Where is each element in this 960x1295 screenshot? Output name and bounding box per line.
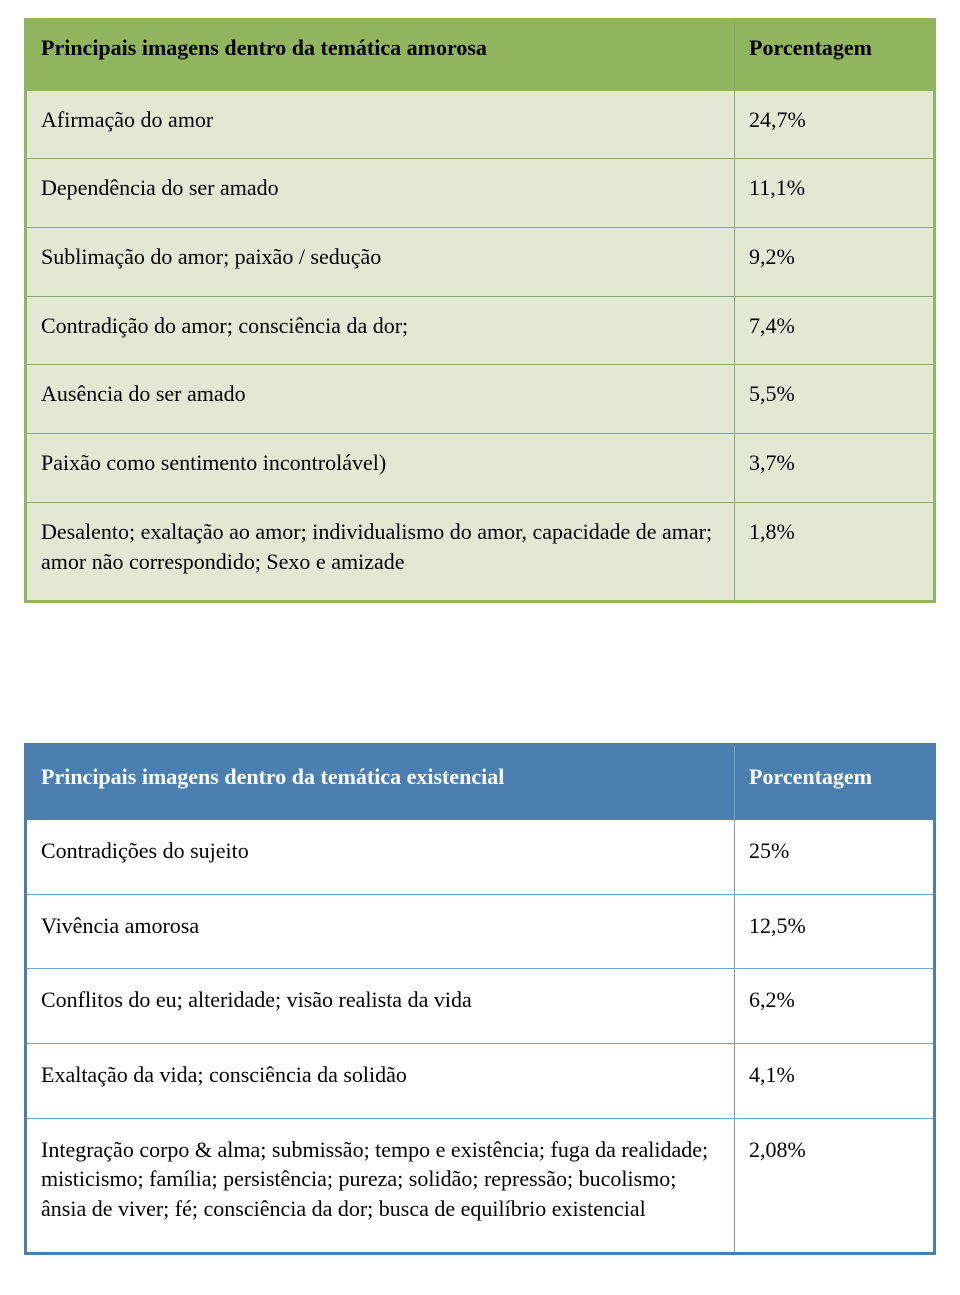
table-row: Contradição do amor; consciência da dor;…: [26, 296, 935, 365]
row-label: Contradição do amor; consciência da dor;: [26, 296, 735, 365]
table-row: Integração corpo & alma; submissão; temp…: [26, 1118, 935, 1253]
row-label: Paixão como sentimento incontrolável): [26, 434, 735, 503]
table-row: Desalento; exaltação ao amor; individual…: [26, 502, 935, 601]
table-row: Contradições do sujeito 25%: [26, 820, 935, 894]
row-label: Contradições do sujeito: [26, 820, 735, 894]
table-row: Afirmação do amor 24,7%: [26, 91, 935, 159]
row-label: Dependência do ser amado: [26, 159, 735, 228]
table-header-row: Principais imagens dentro da temática ex…: [26, 745, 935, 820]
table-row: Conflitos do eu; alteridade; visão reali…: [26, 969, 935, 1044]
row-value: 4,1%: [735, 1043, 935, 1118]
row-label: Integração corpo & alma; submissão; temp…: [26, 1118, 735, 1253]
table-header-row: Principais imagens dentro da temática am…: [26, 20, 935, 91]
row-value: 11,1%: [735, 159, 935, 228]
row-label: Exaltação da vida; consciência da solidã…: [26, 1043, 735, 1118]
table-row: Exaltação da vida; consciência da solidã…: [26, 1043, 935, 1118]
table-row: Ausência do ser amado 5,5%: [26, 365, 935, 434]
row-label: Conflitos do eu; alteridade; visão reali…: [26, 969, 735, 1044]
table2-header-left: Principais imagens dentro da temática ex…: [26, 745, 735, 820]
table-row: Sublimação do amor; paixão / sedução 9,2…: [26, 228, 935, 297]
row-value: 12,5%: [735, 894, 935, 969]
table-gap: [24, 603, 936, 743]
row-value: 1,8%: [735, 502, 935, 601]
row-value: 6,2%: [735, 969, 935, 1044]
row-value: 5,5%: [735, 365, 935, 434]
row-label: Vivência amorosa: [26, 894, 735, 969]
row-label: Ausência do ser amado: [26, 365, 735, 434]
row-label: Sublimação do amor; paixão / sedução: [26, 228, 735, 297]
table1-header-left: Principais imagens dentro da temática am…: [26, 20, 735, 91]
table-row: Paixão como sentimento incontrolável) 3,…: [26, 434, 935, 503]
row-label: Desalento; exaltação ao amor; individual…: [26, 502, 735, 601]
table1-header-right: Porcentagem: [735, 20, 935, 91]
row-value: 3,7%: [735, 434, 935, 503]
table-existencial: Principais imagens dentro da temática ex…: [24, 743, 936, 1255]
row-value: 9,2%: [735, 228, 935, 297]
row-value: 25%: [735, 820, 935, 894]
row-value: 24,7%: [735, 91, 935, 159]
table-row: Vivência amorosa 12,5%: [26, 894, 935, 969]
row-value: 7,4%: [735, 296, 935, 365]
row-label: Afirmação do amor: [26, 91, 735, 159]
table2-header-right: Porcentagem: [735, 745, 935, 820]
table-amorosa: Principais imagens dentro da temática am…: [24, 18, 936, 603]
row-value: 2,08%: [735, 1118, 935, 1253]
table-row: Dependência do ser amado 11,1%: [26, 159, 935, 228]
